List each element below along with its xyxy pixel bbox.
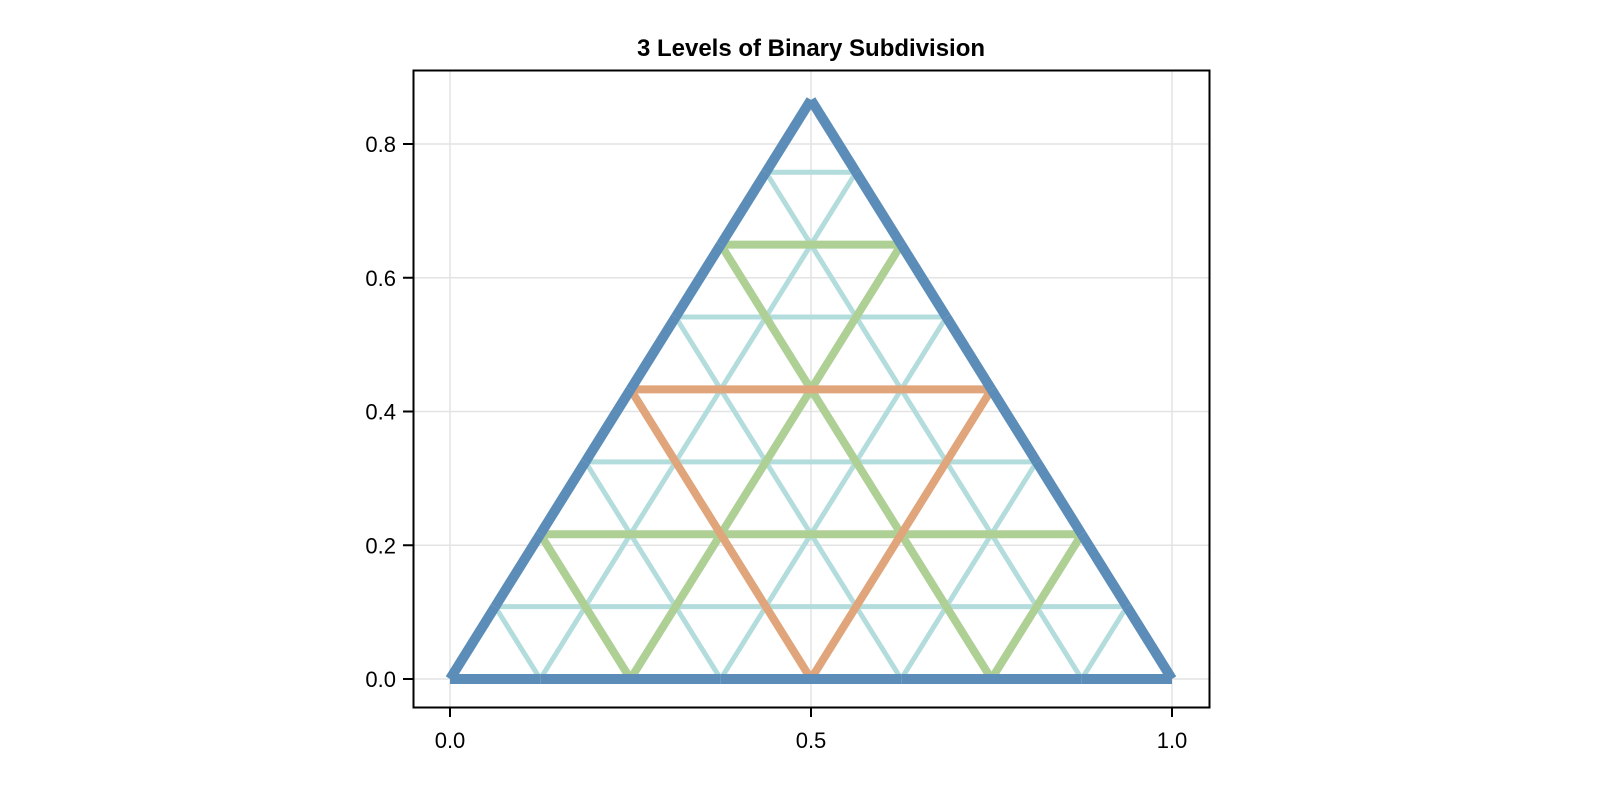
mesh-edge <box>942 314 996 393</box>
mesh-edge <box>583 532 633 608</box>
mesh-edge <box>581 604 634 682</box>
mesh-edge <box>899 388 949 464</box>
mesh-edge <box>897 241 951 320</box>
mesh-edge <box>808 170 859 246</box>
mesh-edge <box>808 532 859 608</box>
y-tick-label: 0.6 <box>365 266 396 291</box>
mesh-edge <box>944 460 994 536</box>
mesh-edge <box>899 605 949 681</box>
mesh-edge <box>852 459 905 537</box>
x-tick-label: 0.0 <box>435 728 466 753</box>
mesh-edge <box>854 388 904 464</box>
mesh-edge <box>628 460 678 536</box>
x-tick-label: 0.5 <box>796 728 827 753</box>
mesh-edge <box>628 532 678 608</box>
mesh-edge <box>627 387 680 464</box>
mesh-edge <box>808 243 859 319</box>
y-tick-label: 0.8 <box>365 132 396 157</box>
mesh-edge <box>989 460 1039 536</box>
level-0-edges <box>445 97 1177 684</box>
mesh-edge <box>583 460 633 536</box>
mesh-edge <box>718 388 768 464</box>
subdivision-mesh <box>445 97 1177 684</box>
mesh-edge <box>1079 605 1129 681</box>
mesh-edge <box>493 605 543 681</box>
mesh-edge <box>852 532 905 609</box>
y-tick-label: 0.0 <box>365 667 396 692</box>
mesh-edge <box>581 386 635 465</box>
mesh-edge <box>854 315 904 391</box>
level-1-edges <box>627 385 995 682</box>
mesh-edge <box>671 241 725 320</box>
mesh-edge <box>851 169 906 248</box>
level-3-edges <box>493 169 1129 681</box>
x-axis-ticks: 0.0 0.5 1.0 <box>435 707 1188 753</box>
mesh-edge <box>717 532 770 609</box>
mesh-edge <box>761 97 816 175</box>
mesh-edge <box>763 460 814 536</box>
mesh-edge <box>626 314 680 393</box>
mesh-edge <box>490 531 545 610</box>
mesh-edge <box>672 459 725 537</box>
y-axis-ticks: 0.0 0.2 0.4 0.6 0.8 <box>365 132 413 692</box>
mesh-edge <box>1122 603 1177 682</box>
mesh-edge <box>1034 605 1084 681</box>
mesh-edge <box>538 605 588 681</box>
mesh-edge <box>807 604 860 682</box>
mesh-edge <box>763 532 814 608</box>
mesh-edge <box>897 532 950 609</box>
mesh-edge <box>942 604 995 682</box>
mesh-edge <box>673 605 723 681</box>
mesh-edge <box>672 532 725 609</box>
mesh-edge <box>942 387 995 464</box>
mesh-edge <box>718 315 768 391</box>
chart-title: 3 Levels of Binary Subdivision <box>637 35 985 62</box>
mesh-edge <box>807 387 860 464</box>
mesh-edge <box>854 605 904 681</box>
mesh-edge <box>716 169 771 248</box>
level-2-edges <box>536 240 1086 682</box>
mesh-edge <box>718 605 768 681</box>
mesh-edge <box>627 604 680 682</box>
mesh-edge <box>673 388 723 464</box>
mesh-edge <box>763 243 814 319</box>
mesh-edge <box>1077 531 1132 610</box>
mesh-edge <box>762 387 815 464</box>
mesh-edge <box>808 460 859 536</box>
y-tick-label: 0.4 <box>365 400 396 425</box>
mesh-edge <box>445 603 500 682</box>
mesh-edge <box>673 315 723 391</box>
mesh-edge <box>988 604 1041 682</box>
mesh-edge <box>536 459 590 537</box>
mesh-edge <box>989 532 1039 608</box>
mesh-edge <box>536 532 589 609</box>
x-tick-label: 1.0 <box>1157 728 1188 753</box>
mesh-edge <box>806 97 861 175</box>
mesh-edge <box>807 314 860 392</box>
mesh-edge <box>852 242 905 320</box>
mesh-edge <box>762 604 815 682</box>
mesh-edge <box>1032 459 1086 537</box>
y-tick-label: 0.2 <box>365 533 396 558</box>
mesh-edge <box>1033 532 1086 609</box>
mesh-edge <box>717 242 770 320</box>
mesh-edge <box>987 386 1041 465</box>
mesh-edge <box>899 315 949 391</box>
mesh-edge <box>717 459 770 537</box>
mesh-edge <box>944 532 994 608</box>
mesh-edge <box>763 170 814 246</box>
mesh-edge <box>762 314 815 392</box>
mesh-edge <box>897 459 950 537</box>
